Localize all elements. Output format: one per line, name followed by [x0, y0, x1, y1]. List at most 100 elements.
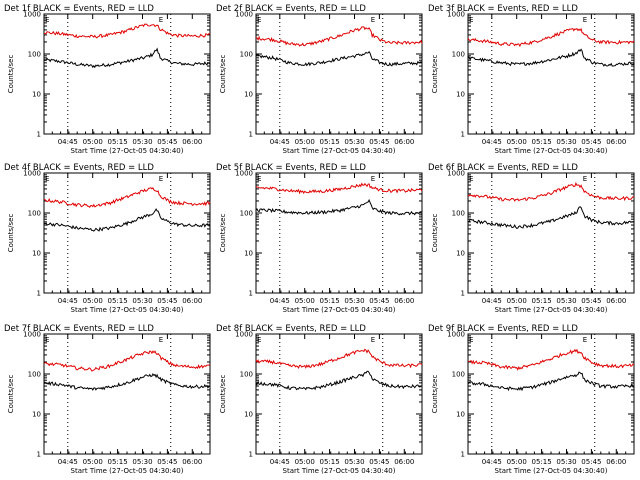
events-series-line	[467, 206, 635, 229]
y-tick-label: 1000	[447, 170, 465, 178]
x-tick-label: 06:00	[394, 297, 414, 305]
x-tick-label: 05:15	[319, 138, 339, 146]
x-tick-label: 04:45	[270, 297, 290, 305]
y-tick-label: 10	[244, 411, 253, 419]
lld-series-line	[467, 181, 635, 202]
marker-end-label: E	[159, 336, 163, 344]
x-tick-label: 05:30	[132, 297, 152, 305]
y-tick-label: 1000	[23, 11, 41, 19]
y-tick-label: 100	[452, 51, 465, 59]
panel-det-1: Det 1f BLACK = Events, RED = LLD 1 10 100 10…	[4, 4, 211, 155]
marker-end-label: E	[583, 175, 587, 183]
y-tick-label: 100	[452, 371, 465, 379]
y-tick-label: 100	[452, 210, 465, 218]
marker-end-label: E	[371, 175, 375, 183]
y-axis-label: Counts/sec	[7, 214, 15, 253]
panel-title: Det 9f BLACK = Events, RED = LLD	[428, 324, 578, 334]
x-axis-label: Start Time (27-Oct-05 04:30:40)	[71, 467, 184, 475]
y-tick-label: 10	[456, 411, 465, 419]
plot-frame	[467, 333, 635, 455]
y-axis-label: Counts/sec	[431, 55, 439, 94]
y-axis-label: Counts/sec	[431, 375, 439, 414]
events-series-line	[43, 47, 211, 69]
panel-title: Det 2f BLACK = Events, RED = LLD	[216, 4, 366, 14]
marker-start-label: E	[257, 16, 261, 24]
x-tick-label: 04:45	[482, 458, 502, 466]
y-tick-label: 1	[249, 290, 253, 298]
x-tick-label: 04:45	[270, 138, 290, 146]
x-tick-label: 05:15	[107, 297, 127, 305]
marker-end-label: E	[583, 336, 587, 344]
marker-start-label: E	[469, 16, 473, 24]
y-tick-label: 1000	[235, 11, 253, 19]
y-tick-label: 100	[28, 51, 41, 59]
plot-frame	[255, 13, 423, 135]
x-tick-label: 05:00	[83, 297, 103, 305]
x-tick-label: 05:45	[157, 138, 177, 146]
lld-series-line	[43, 187, 211, 208]
x-tick-label: 05:15	[531, 138, 551, 146]
x-tick-label: 05:00	[83, 458, 103, 466]
plot-frame	[255, 333, 423, 455]
y-tick-label: 10	[456, 91, 465, 99]
y-tick-label: 1000	[235, 331, 253, 339]
y-tick-label: 1	[37, 290, 41, 298]
x-axis-label: Start Time (27-Oct-05 04:30:40)	[71, 147, 184, 155]
panel-title: Det 1f BLACK = Events, RED = LLD	[4, 4, 154, 14]
y-tick-label: 1000	[23, 331, 41, 339]
plot-frame	[467, 13, 635, 135]
x-tick-label: 05:15	[107, 138, 127, 146]
y-tick-label: 1000	[447, 331, 465, 339]
y-tick-label: 100	[240, 210, 253, 218]
y-tick-label: 1	[249, 131, 253, 139]
x-tick-label: 04:45	[58, 458, 78, 466]
x-tick-label: 06:00	[394, 138, 414, 146]
x-tick-label: 05:30	[344, 138, 364, 146]
plot-frame	[43, 172, 211, 294]
events-series-line	[255, 50, 423, 67]
panel-det-2: Det 2f BLACK = Events, RED = LLD 1 10 100 10…	[216, 4, 423, 155]
y-tick-label: 1000	[235, 170, 253, 178]
x-axis-label: Start Time (27-Oct-05 04:30:40)	[283, 147, 396, 155]
panel-det-6: Det 6f BLACK = Events, RED = LLD 1 10 100 10…	[428, 163, 635, 314]
marker-end-label: E	[159, 16, 163, 24]
x-axis-label: Start Time (27-Oct-05 04:30:40)	[283, 306, 396, 314]
x-tick-label: 04:45	[270, 458, 290, 466]
x-axis-label: Start Time (27-Oct-05 04:30:40)	[71, 306, 184, 314]
x-axis-label: Start Time (27-Oct-05 04:30:40)	[495, 147, 608, 155]
y-tick-label: 100	[28, 371, 41, 379]
plot-frame	[43, 333, 211, 455]
x-tick-label: 04:45	[58, 138, 78, 146]
y-tick-label: 1	[37, 131, 41, 139]
panel-title: Det 6f BLACK = Events, RED = LLD	[428, 163, 578, 173]
x-tick-label: 05:45	[581, 458, 601, 466]
marker-start-label: E	[257, 175, 261, 183]
panel-det-4: Det 4f BLACK = Events, RED = LLD 1 10 100 10…	[4, 163, 211, 314]
y-tick-label: 10	[244, 91, 253, 99]
x-tick-label: 06:00	[606, 297, 626, 305]
y-tick-label: 1	[461, 290, 465, 298]
x-tick-label: 05:45	[369, 138, 389, 146]
marker-end-label: E	[159, 175, 163, 183]
lld-series-line	[255, 348, 423, 370]
y-axis-label: Counts/sec	[219, 214, 227, 253]
x-tick-label: 06:00	[606, 138, 626, 146]
x-axis-label: Start Time (27-Oct-05 04:30:40)	[283, 467, 396, 475]
x-tick-label: 05:00	[507, 458, 527, 466]
marker-end-label: E	[371, 16, 375, 24]
y-tick-label: 100	[28, 210, 41, 218]
events-series-line	[255, 370, 423, 391]
marker-start-label: E	[45, 336, 49, 344]
x-tick-label: 05:15	[319, 297, 339, 305]
x-tick-label: 05:45	[581, 138, 601, 146]
x-tick-label: 05:30	[132, 138, 152, 146]
panel-det-5: Det 5f BLACK = Events, RED = LLD 1 10 100 10…	[216, 163, 423, 314]
x-tick-label: 05:00	[507, 138, 527, 146]
x-tick-label: 06:00	[182, 138, 202, 146]
events-series-line	[467, 371, 635, 392]
y-tick-label: 10	[32, 250, 41, 258]
x-tick-label: 05:00	[83, 138, 103, 146]
y-tick-label: 1000	[447, 11, 465, 19]
events-series-line	[43, 208, 211, 232]
